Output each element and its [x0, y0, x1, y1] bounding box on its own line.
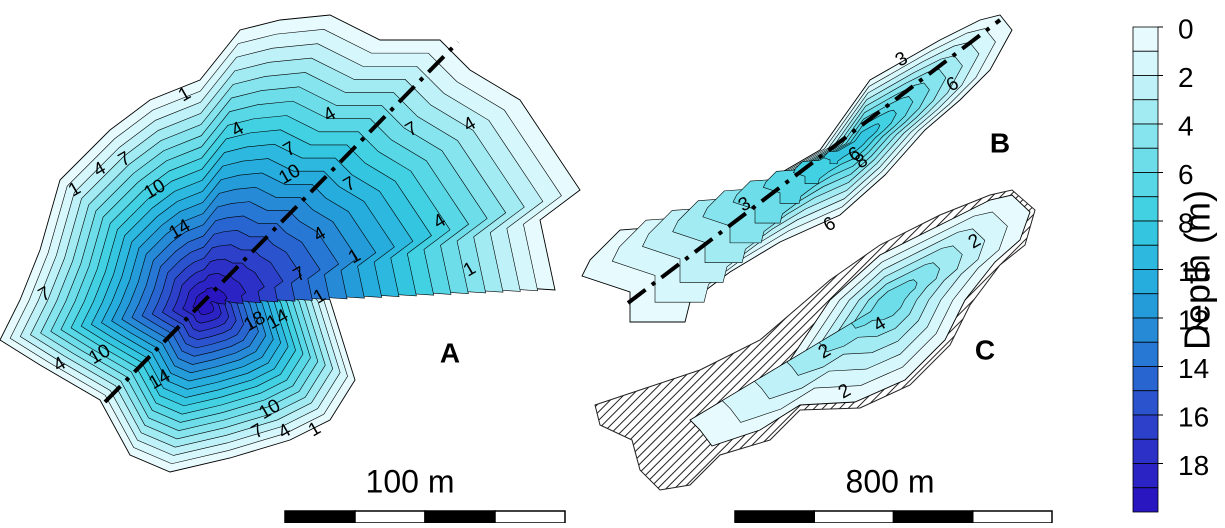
scale-label: 100 m	[366, 463, 455, 499]
colorbar-tick-label: 6	[1178, 159, 1194, 190]
colorbar-segment	[1133, 173, 1158, 197]
colorbar-tick-label: 14	[1178, 353, 1209, 384]
scale-segment	[355, 511, 425, 523]
panel-label: C	[975, 334, 995, 365]
colorbar-segment	[1133, 318, 1158, 342]
colorbar-segment	[1133, 197, 1158, 221]
colorbar-segment	[1133, 391, 1158, 415]
scale-label: 800 m	[846, 463, 935, 499]
colorbar-tick-label: 0	[1178, 13, 1194, 44]
colorbar-segment	[1133, 270, 1158, 294]
colorbar-segment	[1133, 367, 1158, 391]
colorbar-tick-label: 8	[1178, 207, 1194, 238]
colorbar-tick-label: 18	[1178, 450, 1209, 481]
colorbar-tick-label: 16	[1178, 401, 1209, 432]
scale-segment	[425, 511, 495, 523]
lake	[0, 15, 580, 472]
figure: A B C 100 m 800 m Depth (m) 144774147107…	[0, 0, 1225, 523]
colorbar-segment	[1133, 488, 1158, 512]
colorbar-segment	[1133, 439, 1158, 463]
colorbar-tick-label: 12	[1178, 304, 1209, 335]
colorbar-segment	[1133, 464, 1158, 488]
colorbar-segment	[1133, 27, 1158, 51]
colorbar-segment	[1133, 148, 1158, 172]
colorbar-segment	[1133, 51, 1158, 75]
colorbar-segment	[1133, 342, 1158, 366]
colorbar-tick-label: 2	[1178, 62, 1194, 93]
scale-segment	[894, 511, 973, 523]
colorbar-segment	[1133, 76, 1158, 100]
scale-segment	[495, 511, 565, 523]
colorbar-segment	[1133, 124, 1158, 148]
scale-segment	[285, 511, 355, 523]
colorbar-segment	[1133, 245, 1158, 269]
colorbar-segment	[1133, 294, 1158, 318]
scale-segment	[735, 511, 814, 523]
colorbar-segment	[1133, 100, 1158, 124]
colorbar-tick-label: 4	[1178, 110, 1194, 141]
panel-label: B	[990, 127, 1010, 158]
colorbar-segment	[1133, 415, 1158, 439]
maps	[0, 15, 1035, 490]
scale-segment	[973, 511, 1052, 523]
panel-label: A	[440, 337, 460, 368]
colorbar-segment	[1133, 221, 1158, 245]
scale-segment	[814, 511, 893, 523]
colorbar-tick-label: 10	[1178, 256, 1209, 287]
